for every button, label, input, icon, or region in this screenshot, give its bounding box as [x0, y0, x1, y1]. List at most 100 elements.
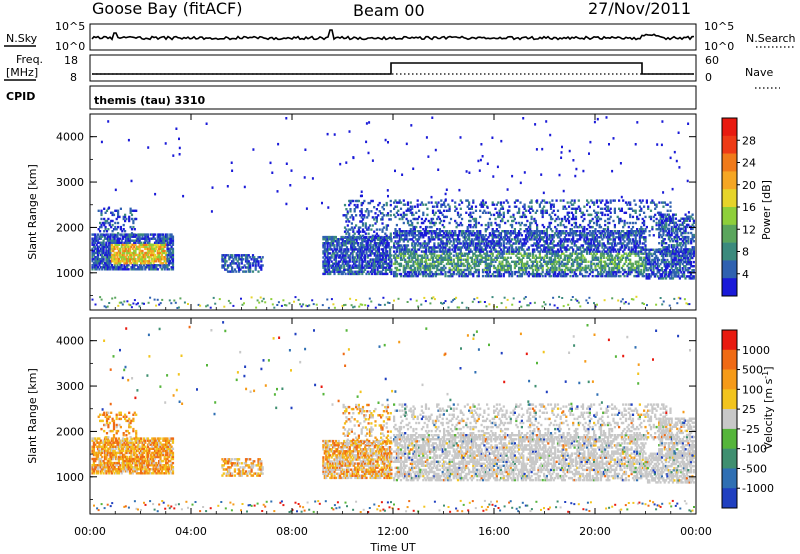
echo-cell — [386, 238, 389, 241]
echo-cell — [386, 252, 389, 255]
echo-cell — [423, 268, 426, 272]
echo-cell — [594, 211, 597, 214]
echo-cell — [581, 260, 585, 263]
echo-cell — [540, 266, 543, 270]
echo-cell — [609, 248, 612, 251]
echo-cell — [486, 254, 489, 257]
echo-cell — [499, 238, 503, 241]
echo-cell — [473, 262, 476, 266]
echo-cell — [419, 246, 422, 249]
echo-cell — [395, 201, 398, 204]
echo-cell — [369, 246, 372, 249]
echo-cell — [480, 223, 483, 227]
echo-cell — [638, 256, 641, 259]
echo-cell — [587, 244, 590, 247]
echo-cell — [570, 258, 573, 261]
echo-cell — [138, 251, 141, 255]
echo-cell — [458, 246, 461, 249]
echo-cell — [552, 258, 555, 261]
echo-cell — [377, 264, 380, 267]
echo-cell — [345, 242, 349, 245]
echo-cell — [469, 264, 472, 268]
echo-cell — [402, 199, 405, 202]
echo-cell — [534, 254, 537, 257]
echo-cell — [595, 219, 598, 223]
echo-cell — [541, 274, 544, 278]
echo-cell — [573, 258, 576, 261]
echo-cell — [601, 244, 604, 247]
echo-cell — [562, 252, 565, 255]
echo-cell — [362, 250, 365, 253]
echo-cell — [133, 260, 136, 263]
echo-cell — [390, 272, 393, 276]
echo-cell — [474, 246, 478, 249]
echo-cell — [142, 260, 145, 263]
echo-cell — [630, 234, 633, 237]
echo-cell — [165, 237, 168, 240]
echo-cell — [623, 274, 626, 278]
echo-cell — [505, 250, 508, 253]
echo-cell — [103, 251, 107, 255]
echo-cell — [361, 214, 365, 217]
echo-cell — [468, 272, 471, 276]
echo-cell — [382, 262, 385, 265]
echo-cell — [634, 211, 637, 214]
echo-cell — [404, 236, 407, 239]
echo-cell — [116, 251, 119, 255]
echo-cell — [513, 250, 516, 253]
echo-cell — [238, 262, 241, 265]
echo-cell — [124, 245, 127, 249]
echo-cell — [476, 232, 479, 235]
echo-cell — [332, 244, 335, 247]
echo-cell — [634, 252, 637, 255]
echo-cell — [144, 266, 147, 269]
echo-cell — [594, 230, 597, 233]
echo-cell — [549, 205, 553, 208]
echo-cell — [376, 250, 379, 253]
echo-cell — [361, 228, 365, 231]
echo-cell — [423, 246, 426, 249]
echo-cell — [599, 256, 603, 259]
echo-cell — [411, 272, 414, 276]
echo-cell — [123, 247, 126, 251]
echo-cell — [595, 217, 598, 221]
echo-cell — [133, 235, 136, 238]
echo-cell — [497, 236, 500, 239]
echo-cell — [130, 217, 134, 221]
echo-cell — [501, 205, 504, 208]
echo-cell — [377, 266, 380, 269]
echo-cell — [451, 262, 454, 266]
echo-cell — [545, 256, 548, 259]
echo-cell — [449, 274, 453, 278]
echo-cell — [631, 268, 635, 272]
echo-cell — [605, 230, 608, 233]
echo-cell — [119, 255, 122, 259]
echo-cell — [566, 266, 569, 270]
echo-cell — [604, 213, 607, 217]
echo-cell — [573, 252, 576, 255]
echo-cell — [369, 250, 372, 253]
echo-cell — [608, 217, 611, 221]
echo-cell — [385, 228, 388, 231]
echo-cell — [498, 209, 501, 212]
echo-cell — [258, 266, 261, 269]
echo-cell — [518, 268, 521, 272]
echo-cell — [146, 251, 150, 255]
echo-cell — [529, 232, 532, 235]
echo-cell — [574, 272, 578, 276]
echo-cell — [370, 228, 373, 231]
echo-cell — [504, 221, 507, 225]
echo-cell — [382, 242, 385, 245]
echo-cell — [102, 260, 105, 263]
echo-cell — [325, 256, 328, 259]
echo-cell — [334, 258, 337, 261]
echo-cell — [601, 274, 604, 278]
echo-cell — [572, 213, 575, 217]
echo-cell — [604, 223, 607, 227]
echo-cell — [427, 242, 430, 245]
echo-cell — [118, 215, 121, 219]
echo-cell — [416, 256, 419, 259]
echo-cell — [105, 247, 108, 251]
echo-cell — [454, 262, 457, 266]
echo-cell — [368, 262, 371, 265]
